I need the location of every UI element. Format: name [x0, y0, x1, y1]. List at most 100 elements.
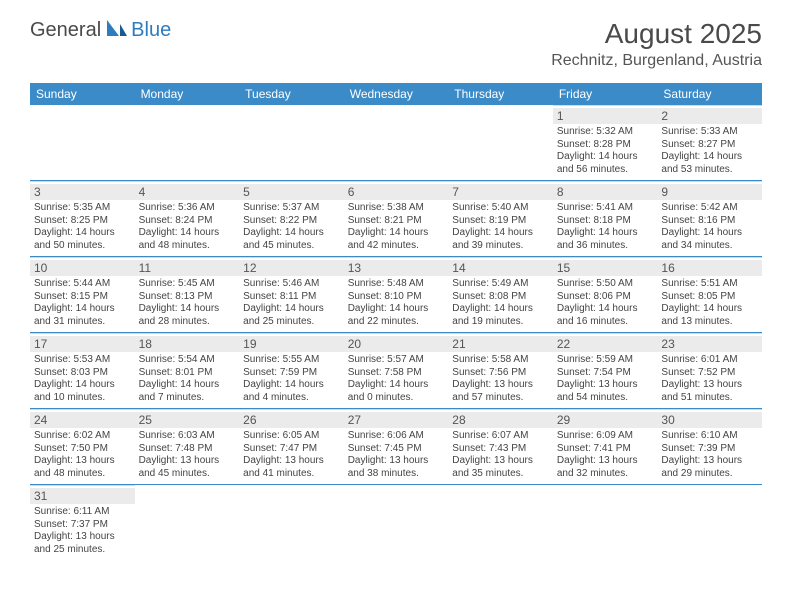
sunrise-text: Sunrise: 5:41 AM [557, 202, 654, 215]
day-number: 26 [239, 412, 344, 428]
daylight-text: Daylight: 14 hours and 39 minutes. [452, 227, 549, 252]
day-number: 21 [448, 336, 553, 352]
calendar-cell: 7Sunrise: 5:40 AMSunset: 8:19 PMDaylight… [448, 181, 553, 256]
sunset-text: Sunset: 8:15 PM [34, 291, 131, 304]
sunset-text: Sunset: 7:59 PM [243, 367, 340, 380]
title-block: August 2025 Rechnitz, Burgenland, Austri… [551, 18, 762, 70]
calendar-cell: 28Sunrise: 6:07 AMSunset: 7:43 PMDayligh… [448, 409, 553, 484]
sunset-text: Sunset: 7:41 PM [557, 443, 654, 456]
day-info: Sunrise: 5:42 AMSunset: 8:16 PMDaylight:… [661, 202, 758, 252]
sunrise-text: Sunrise: 5:46 AM [243, 278, 340, 291]
week-row: 10Sunrise: 5:44 AMSunset: 8:15 PMDayligh… [30, 257, 762, 333]
day-number: 22 [553, 336, 658, 352]
daylight-text: Daylight: 13 hours and 41 minutes. [243, 455, 340, 480]
sunrise-text: Sunrise: 6:03 AM [139, 430, 236, 443]
weeks-container: 1Sunrise: 5:32 AMSunset: 8:28 PMDaylight… [30, 105, 762, 560]
sunrise-text: Sunrise: 5:57 AM [348, 354, 445, 367]
sunrise-text: Sunrise: 5:38 AM [348, 202, 445, 215]
sunrise-text: Sunrise: 5:50 AM [557, 278, 654, 291]
calendar: SundayMondayTuesdayWednesdayThursdayFrid… [30, 83, 762, 560]
calendar-cell: 20 Sunrise: 5:57 AMSunset: 7:58 PMDayligh… [344, 333, 449, 408]
sunset-text: Sunset: 8:22 PM [243, 215, 340, 228]
sunset-text: Sunset: 7:45 PM [348, 443, 445, 456]
daylight-text: Daylight: 14 hours and 34 minutes. [661, 227, 758, 252]
day-number: 18 [135, 336, 240, 352]
sunset-text: Sunset: 7:37 PM [34, 519, 131, 532]
sunrise-text: Sunrise: 5:49 AM [452, 278, 549, 291]
day-info: Sunrise: 5:41 AMSunset: 8:18 PMDaylight:… [557, 202, 654, 252]
daylight-text: Daylight: 14 hours and 53 minutes. [661, 151, 758, 176]
calendar-cell [135, 485, 240, 560]
daylight-text: Daylight: 14 hours and 19 minutes. [452, 303, 549, 328]
daylight-text: Daylight: 13 hours and 25 minutes. [34, 531, 131, 556]
daylight-text: Daylight: 14 hours and 48 minutes. [139, 227, 236, 252]
day-number: 17 [30, 336, 135, 352]
day-number: 14 [448, 260, 553, 276]
calendar-cell: 9Sunrise: 5:42 AMSunset: 8:16 PMDaylight… [657, 181, 762, 256]
daylight-text: Daylight: 14 hours and 13 minutes. [661, 303, 758, 328]
sunrise-text: Sunrise: 5:33 AM [661, 126, 758, 139]
day-number: 2 [657, 108, 762, 124]
day-header-cell: Sunday [30, 83, 135, 105]
sunrise-text: Sunrise: 6:07 AM [452, 430, 549, 443]
calendar-cell: 11Sunrise: 5:45 AMSunset: 8:13 PMDayligh… [135, 257, 240, 332]
calendar-cell: 18Sunrise: 5:54 AMSunset: 8:01 PMDayligh… [135, 333, 240, 408]
sunrise-text: Sunrise: 5:35 AM [34, 202, 131, 215]
sunset-text: Sunset: 7:58 PM [348, 367, 445, 380]
daylight-text: Daylight: 13 hours and 51 minutes. [661, 379, 758, 404]
calendar-cell: 23Sunrise: 6:01 AMSunset: 7:52 PMDayligh… [657, 333, 762, 408]
calendar-cell [344, 485, 449, 560]
daylight-text: Daylight: 13 hours and 54 minutes. [557, 379, 654, 404]
day-number: 16 [657, 260, 762, 276]
calendar-cell: 29Sunrise: 6:09 AMSunset: 7:41 PMDayligh… [553, 409, 658, 484]
calendar-cell: 25Sunrise: 6:03 AMSunset: 7:48 PMDayligh… [135, 409, 240, 484]
day-info: Sunrise: 6:02 AMSunset: 7:50 PMDaylight:… [34, 430, 131, 480]
calendar-cell: 19Sunrise: 5:55 AMSunset: 7:59 PMDayligh… [239, 333, 344, 408]
day-info: Sunrise: 5:48 AMSunset: 8:10 PMDaylight:… [348, 278, 445, 328]
daylight-text: Daylight: 14 hours and 0 minutes. [348, 379, 445, 404]
day-number: 20 [344, 336, 449, 352]
location: Rechnitz, Burgenland, Austria [551, 52, 762, 70]
sunset-text: Sunset: 7:54 PM [557, 367, 654, 380]
day-info: Sunrise: 5:38 AMSunset: 8:21 PMDaylight:… [348, 202, 445, 252]
week-row: 31 Sunrise: 6:11 AMSunset: 7:37 PMDayligh… [30, 485, 762, 560]
daylight-text: Daylight: 14 hours and 25 minutes. [243, 303, 340, 328]
day-number: 3 [30, 184, 135, 200]
sunrise-text: Sunrise: 5:42 AM [661, 202, 758, 215]
sunrise-text: Sunrise: 5:48 AM [348, 278, 445, 291]
calendar-cell [553, 485, 658, 560]
week-row: 1Sunrise: 5:32 AMSunset: 8:28 PMDaylight… [30, 105, 762, 181]
sunset-text: Sunset: 8:25 PM [34, 215, 131, 228]
day-info: Sunrise: 5:58 AMSunset: 7:56 PMDaylight:… [452, 354, 549, 404]
daylight-text: Daylight: 13 hours and 48 minutes. [34, 455, 131, 480]
calendar-cell: 30Sunrise: 6:10 AMSunset: 7:39 PMDayligh… [657, 409, 762, 484]
day-info: Sunrise: 6:11 AMSunset: 7:37 PMDaylight:… [34, 506, 131, 556]
sunset-text: Sunset: 8:27 PM [661, 139, 758, 152]
header: General Blue August 2025 Rechnitz, Burge… [0, 0, 792, 75]
daylight-text: Daylight: 14 hours and 45 minutes. [243, 227, 340, 252]
day-info: Sunrise: 5:50 AMSunset: 8:06 PMDaylight:… [557, 278, 654, 328]
week-row: 24Sunrise: 6:02 AMSunset: 7:50 PMDayligh… [30, 409, 762, 485]
day-number: 31 [30, 488, 135, 504]
day-number: 28 [448, 412, 553, 428]
logo-sail-icon [105, 18, 127, 43]
daylight-text: Daylight: 13 hours and 32 minutes. [557, 455, 654, 480]
day-info: Sunrise: 6:06 AMSunset: 7:45 PMDaylight:… [348, 430, 445, 480]
sunset-text: Sunset: 8:19 PM [452, 215, 549, 228]
day-info: Sunrise: 5:57 AMSunset: 7:58 PMDaylight:… [348, 354, 445, 404]
day-number: 10 [30, 260, 135, 276]
day-number: 4 [135, 184, 240, 200]
day-header-cell: Thursday [448, 83, 553, 105]
week-row: 17Sunrise: 5:53 AMSunset: 8:03 PMDayligh… [30, 333, 762, 409]
day-number: 1 [553, 108, 658, 124]
daylight-text: Daylight: 14 hours and 50 minutes. [34, 227, 131, 252]
day-number: 12 [239, 260, 344, 276]
day-header-cell: Saturday [657, 83, 762, 105]
sunrise-text: Sunrise: 6:06 AM [348, 430, 445, 443]
day-info: Sunrise: 5:46 AMSunset: 8:11 PMDaylight:… [243, 278, 340, 328]
sunrise-text: Sunrise: 6:05 AM [243, 430, 340, 443]
calendar-cell [448, 485, 553, 560]
day-number: 13 [344, 260, 449, 276]
daylight-text: Daylight: 14 hours and 22 minutes. [348, 303, 445, 328]
sunrise-text: Sunrise: 5:51 AM [661, 278, 758, 291]
